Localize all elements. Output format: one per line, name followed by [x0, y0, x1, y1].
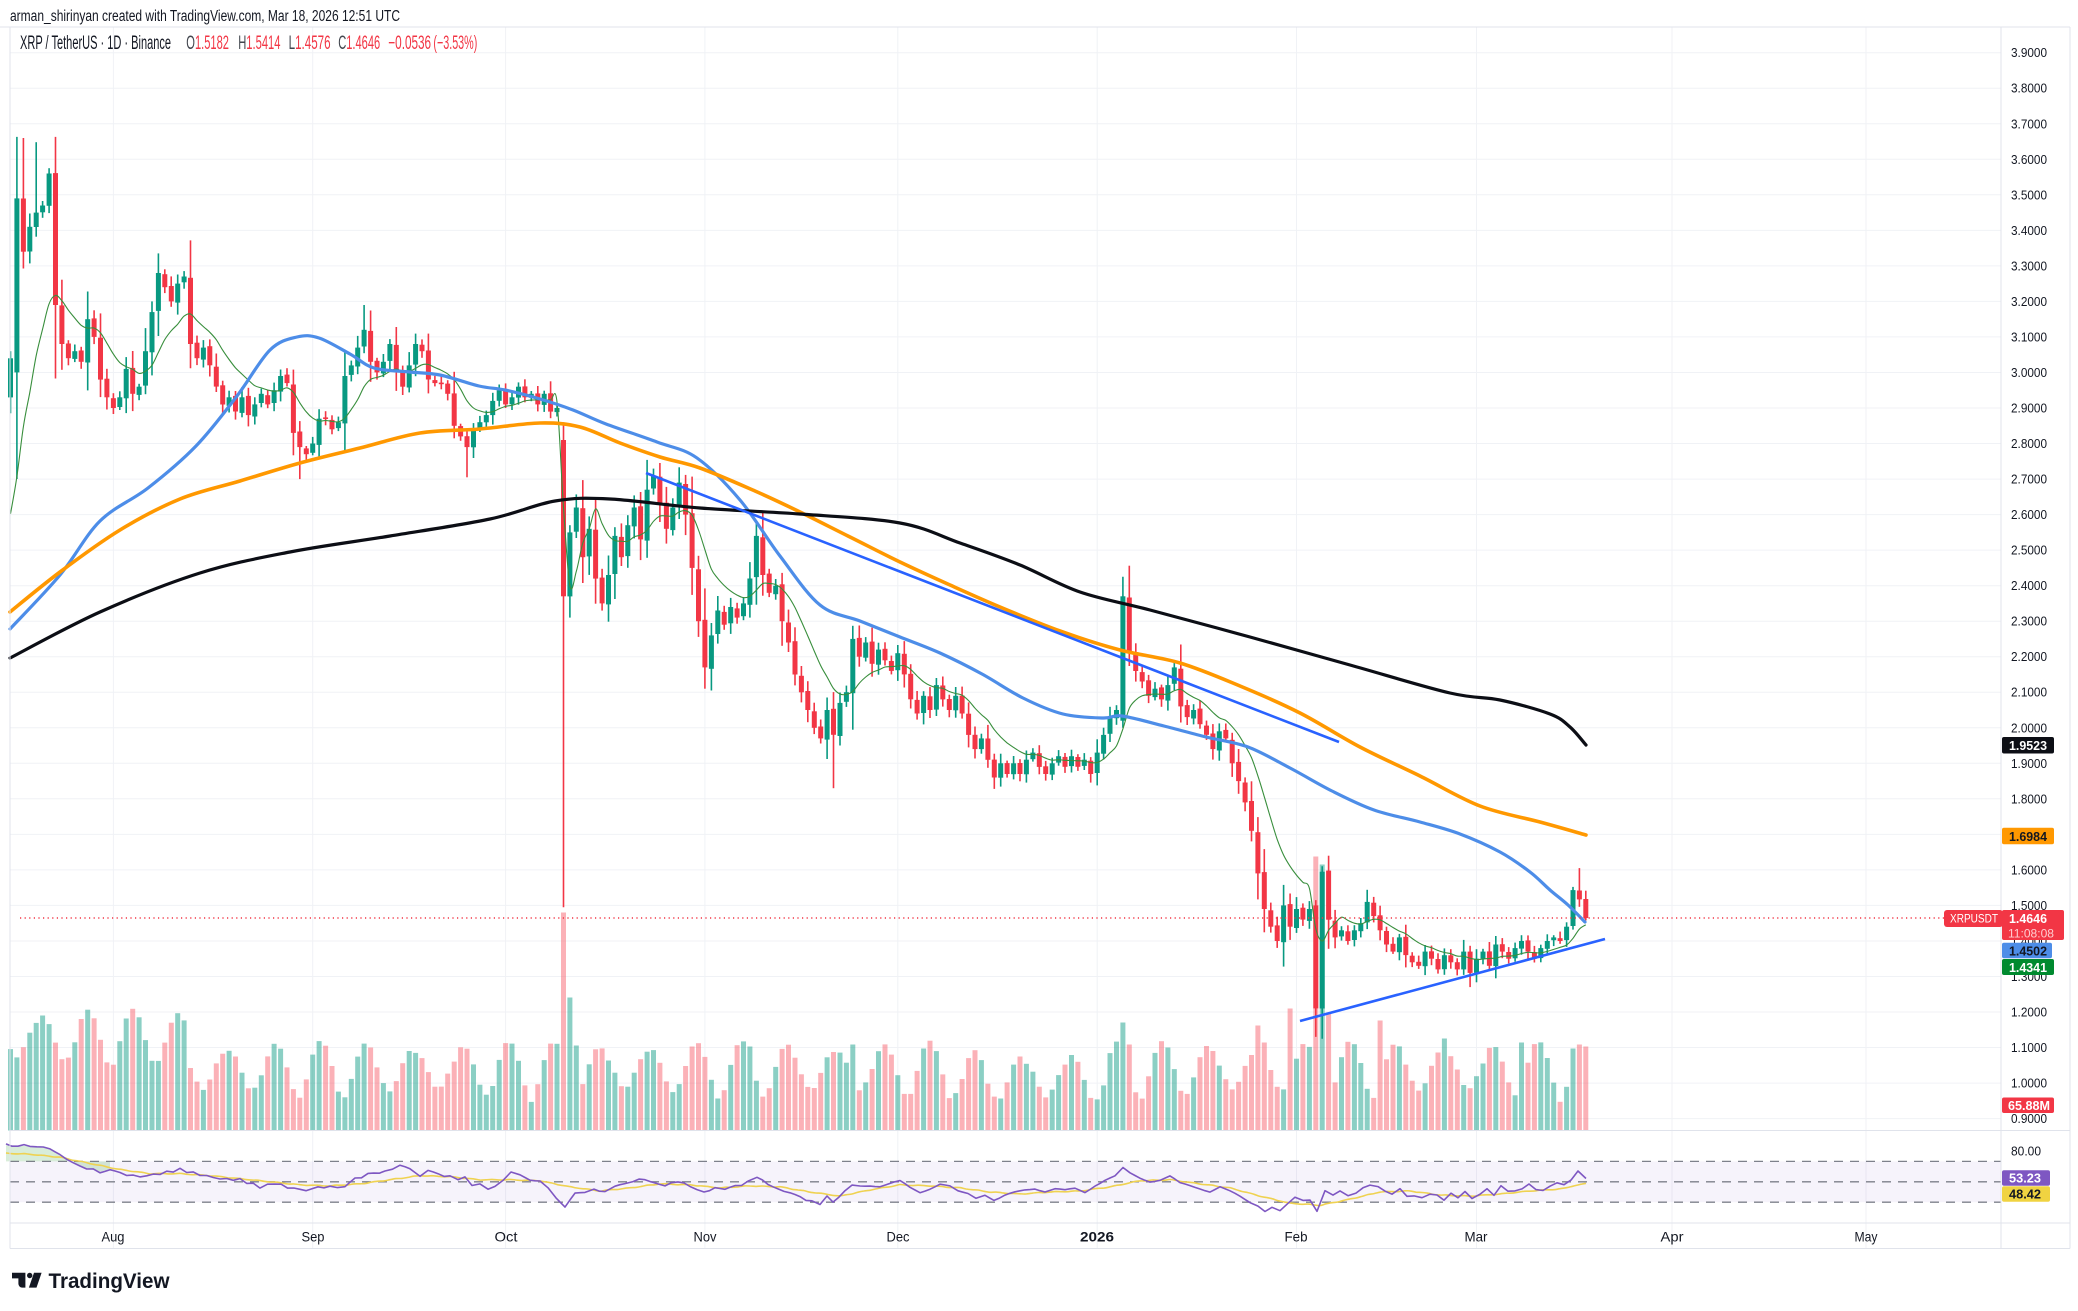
svg-text:−0.0536: −0.0536	[388, 33, 431, 54]
svg-text:XRP / TetherUS · 1D · Binance: XRP / TetherUS · 1D · Binance	[20, 33, 171, 54]
svg-text:2.2000: 2.2000	[2011, 650, 2047, 664]
svg-text:May: May	[1855, 1229, 1878, 1245]
svg-text:2.3000: 2.3000	[2011, 615, 2047, 629]
svg-text:Oct: Oct	[495, 1229, 518, 1245]
svg-text:2.7000: 2.7000	[2011, 473, 2047, 487]
svg-text:C1.4646: C1.4646	[338, 33, 380, 54]
svg-text:3.9000: 3.9000	[2011, 46, 2047, 60]
svg-text:1.4341: 1.4341	[2009, 961, 2047, 975]
svg-text:1.2000: 1.2000	[2011, 1006, 2047, 1020]
svg-text:2.9000: 2.9000	[2011, 402, 2047, 416]
svg-text:1.0000: 1.0000	[2011, 1077, 2047, 1091]
svg-text:1.4646: 1.4646	[2009, 912, 2047, 926]
svg-text:1.8000: 1.8000	[2011, 792, 2047, 806]
svg-text:3.5000: 3.5000	[2011, 188, 2047, 202]
svg-text:1.9000: 1.9000	[2011, 757, 2047, 771]
svg-text:2.6000: 2.6000	[2011, 508, 2047, 522]
svg-text:2026: 2026	[1080, 1229, 1114, 1245]
svg-text:3.1000: 3.1000	[2011, 330, 2047, 344]
svg-text:TradingView: TradingView	[49, 1269, 170, 1293]
svg-text:3.7000: 3.7000	[2011, 117, 2047, 131]
svg-text:2.8000: 2.8000	[2011, 437, 2047, 451]
svg-text:Feb: Feb	[1285, 1229, 1308, 1245]
svg-text:1.4502: 1.4502	[2009, 944, 2047, 958]
svg-text:2.0000: 2.0000	[2011, 721, 2047, 735]
svg-text:arman_shirinyan created with T: arman_shirinyan created with TradingView…	[10, 8, 400, 25]
svg-text:2.5000: 2.5000	[2011, 544, 2047, 558]
svg-text:3.4000: 3.4000	[2011, 224, 2047, 238]
svg-text:48.42: 48.42	[2009, 1188, 2041, 1202]
svg-text:L1.4576: L1.4576	[289, 33, 331, 54]
svg-text:1.1000: 1.1000	[2011, 1041, 2047, 1055]
svg-text:2.1000: 2.1000	[2011, 686, 2047, 700]
svg-text:Mar: Mar	[1465, 1229, 1488, 1245]
svg-text:Dec: Dec	[887, 1229, 910, 1245]
svg-text:1.6984: 1.6984	[2009, 830, 2047, 844]
svg-text:3.3000: 3.3000	[2011, 259, 2047, 273]
svg-text:2.4000: 2.4000	[2011, 579, 2047, 593]
svg-text:1.6000: 1.6000	[2011, 863, 2047, 877]
svg-text:XRPUSDT: XRPUSDT	[1950, 912, 1999, 926]
svg-text:(−3.53%): (−3.53%)	[433, 33, 477, 54]
svg-text:3.8000: 3.8000	[2011, 82, 2047, 96]
svg-text:65.88M: 65.88M	[2008, 1099, 2050, 1113]
svg-text:3.0000: 3.0000	[2011, 366, 2047, 380]
svg-text:Sep: Sep	[302, 1229, 325, 1245]
svg-text:Nov: Nov	[694, 1229, 717, 1245]
svg-text:H1.5414: H1.5414	[238, 33, 281, 54]
svg-text:3.6000: 3.6000	[2011, 153, 2047, 167]
svg-text:1.5000: 1.5000	[2011, 899, 2047, 913]
svg-text:Aug: Aug	[102, 1229, 125, 1245]
svg-text:1.9523: 1.9523	[2009, 739, 2047, 753]
svg-text:3.2000: 3.2000	[2011, 295, 2047, 309]
svg-text:Apr: Apr	[1661, 1229, 1684, 1245]
svg-text:11:08:08: 11:08:08	[2008, 927, 2054, 941]
svg-text:O1.5182: O1.5182	[186, 33, 229, 54]
svg-text:0.9000: 0.9000	[2011, 1112, 2047, 1126]
svg-text:80.00: 80.00	[2011, 1145, 2041, 1159]
svg-text:53.23: 53.23	[2009, 1172, 2041, 1186]
